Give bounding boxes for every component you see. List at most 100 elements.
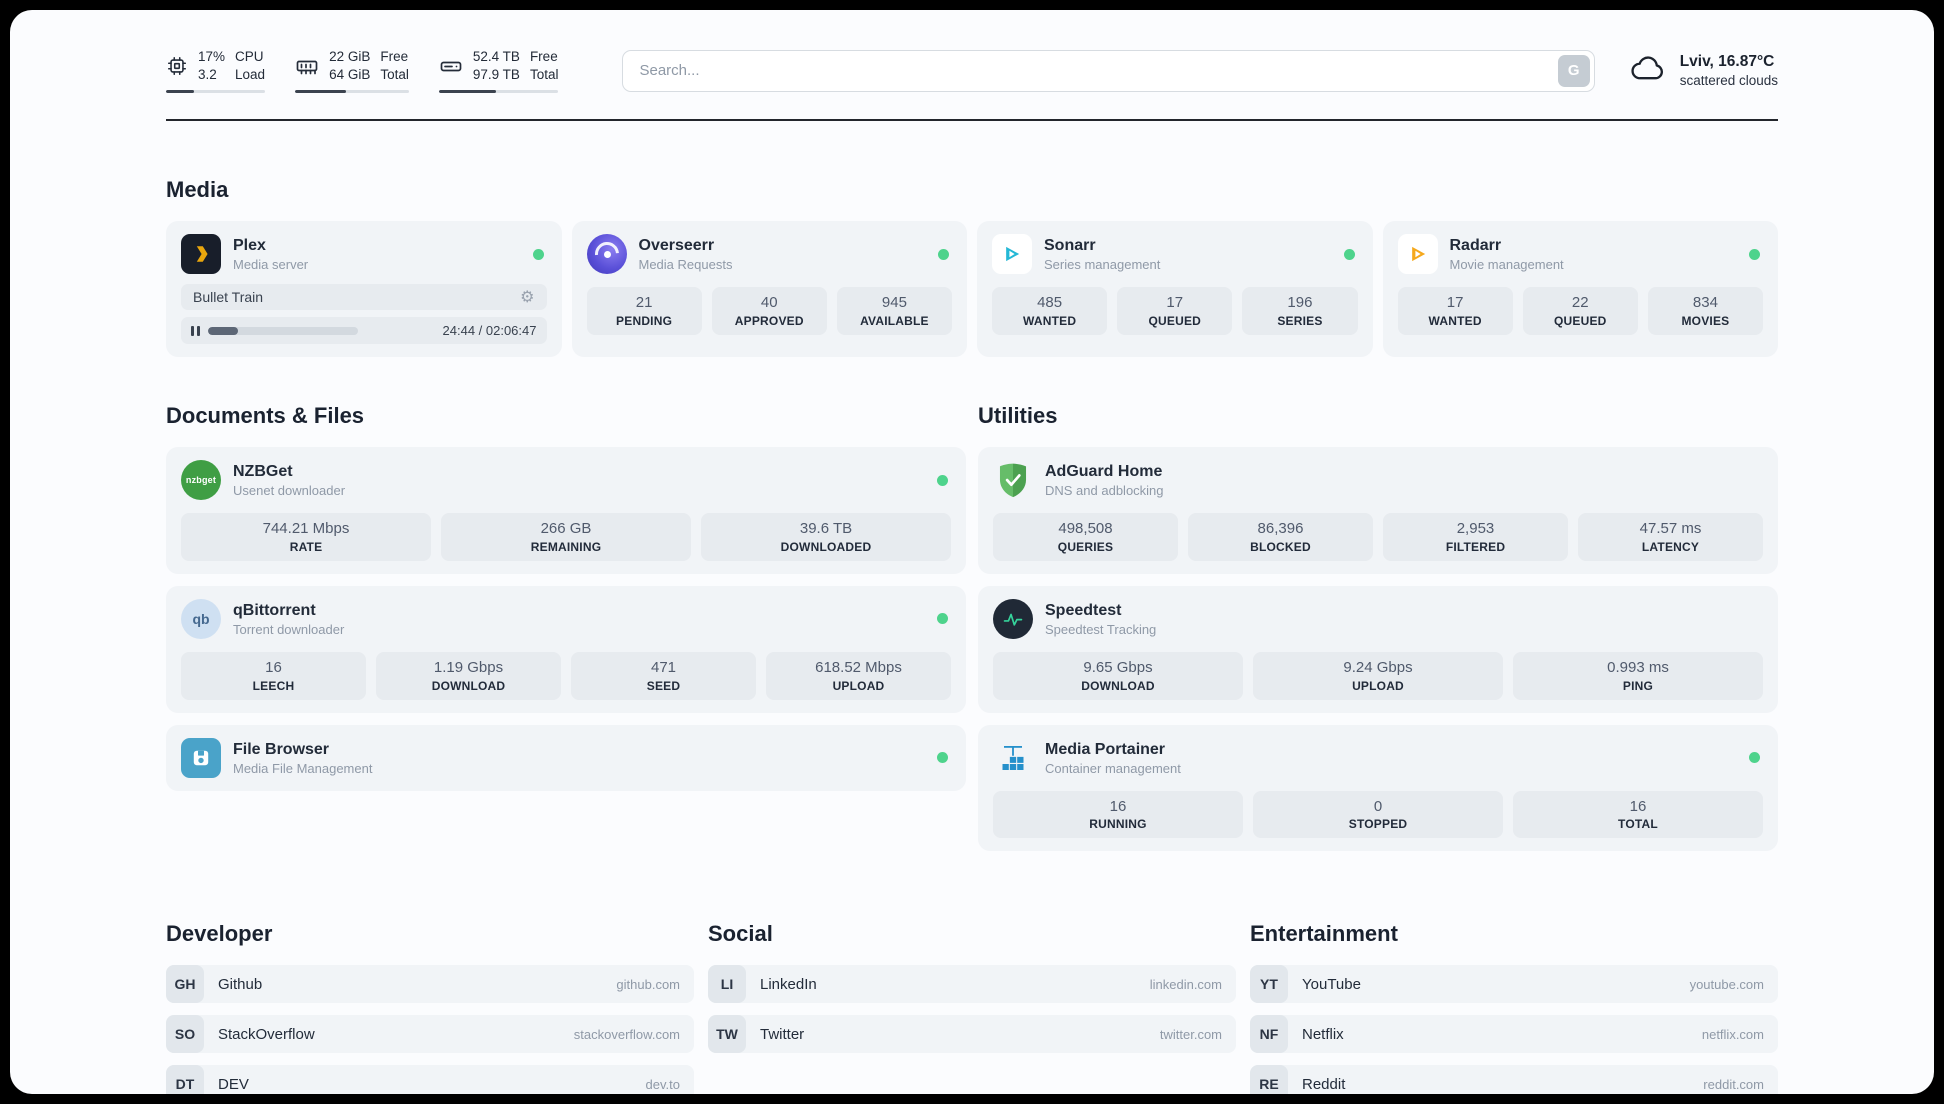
search-engine-button[interactable]: G	[1557, 54, 1590, 87]
search-container: G	[622, 49, 1595, 92]
stat-label: REMAINING	[530, 539, 602, 554]
app-card-radarr[interactable]: Radarr Movie management 17 WANTED 22 QUE…	[1382, 221, 1778, 358]
disk-progress-fill	[438, 90, 497, 94]
youtube-icon: YT	[1250, 965, 1288, 1004]
stat-value: 16	[265, 658, 282, 676]
link-row-github[interactable]: GH Github github.com	[166, 965, 694, 1004]
stat-label: MOVIES	[1681, 313, 1730, 328]
app-card-sonarr[interactable]: Sonarr Series management 485 WANTED 17 Q…	[977, 221, 1373, 358]
stat-box: 485 WANTED	[992, 287, 1108, 335]
playback-progress-bar[interactable]	[207, 326, 358, 335]
cpu-progress-fill	[166, 90, 194, 94]
stat-value: 196	[1287, 294, 1313, 312]
link-name: Twitter	[760, 1025, 805, 1043]
stat-box: 47.57 ms LATENCY	[1578, 513, 1763, 561]
stat-label: RUNNING	[1089, 817, 1147, 832]
disk-total: 97.9 TB	[472, 66, 520, 82]
search-input[interactable]	[622, 49, 1595, 92]
app-subtitle: DNS and adblocking	[1045, 483, 1164, 499]
stat-box: 471 SEED	[571, 651, 756, 700]
app-card-speedtest[interactable]: Speedtest Speedtest Tracking 9.65 Gbps D…	[978, 585, 1778, 713]
stat-value: 0	[1373, 797, 1383, 815]
app-name: Overseerr	[638, 237, 715, 254]
media-section-title: Media	[166, 177, 229, 203]
app-card-plex[interactable]: Plex Media server Bullet Train ⚙ 24:44 /…	[166, 221, 562, 358]
ram-label-top: Free	[380, 49, 409, 64]
link-row-youtube[interactable]: YT YouTube youtube.com	[1250, 965, 1778, 1004]
app-card-nzbget[interactable]: nzbget NZBGet Usenet downloader 744.21 M…	[166, 447, 966, 574]
stat-box: 0.993 ms PING	[1513, 651, 1763, 700]
now-playing-title: Bullet Train	[193, 289, 264, 306]
status-dot	[937, 752, 948, 764]
stat-box: 16 LEECH	[181, 651, 366, 700]
utilities-section: Utilities AdGuard Home DNS and adblockin…	[978, 403, 1778, 852]
link-name: Netflix	[1302, 1025, 1344, 1043]
status-dot	[1343, 248, 1355, 260]
status-dot	[1749, 752, 1760, 764]
cpu-progress-bar	[166, 90, 266, 94]
link-name: Github	[218, 975, 263, 993]
stat-label: LATENCY	[1641, 539, 1700, 554]
link-row-twitter[interactable]: TW Twitter twitter.com	[708, 1015, 1236, 1054]
link-domain: github.com	[616, 976, 680, 992]
sonarr-icon	[992, 234, 1032, 275]
ram-progress-fill	[295, 90, 347, 94]
stat-label: AVAILABLE	[860, 313, 929, 328]
app-name: Sonarr	[1044, 237, 1096, 254]
media-grid: Plex Media server Bullet Train ⚙ 24:44 /…	[166, 221, 1778, 358]
status-dot	[937, 474, 948, 486]
link-row-netflix[interactable]: NF Netflix netflix.com	[1250, 1015, 1778, 1054]
playback-time: 24:44 / 02:06:47	[442, 323, 537, 339]
app-subtitle: Media server	[233, 257, 309, 273]
app-card-overseerr[interactable]: Overseerr Media Requests 21 PENDING 40 A…	[571, 221, 967, 358]
linkedin-icon: LI	[708, 965, 746, 1004]
app-card-qbittorrent[interactable]: qb qBittorrent Torrent downloader 16 LEE…	[166, 585, 966, 713]
stat-label: UPLOAD	[832, 678, 885, 693]
stat-value: 618.52 Mbps	[815, 658, 902, 676]
gear-icon[interactable]: ⚙	[520, 287, 535, 307]
stat-value: 945	[881, 294, 907, 312]
link-row-stackoverflow[interactable]: SO StackOverflow stackoverflow.com	[166, 1015, 694, 1054]
cpu-label-bottom: Load	[235, 66, 266, 82]
ram-icon	[295, 54, 319, 78]
status-dot	[937, 613, 948, 625]
pause-icon[interactable]	[191, 325, 200, 336]
dev-icon: DT	[166, 1065, 204, 1094]
stat-value: 47.57 ms	[1639, 520, 1702, 538]
stat-box: 945 AVAILABLE	[836, 287, 953, 335]
stat-label: SERIES	[1277, 313, 1323, 328]
stat-label: RATE	[289, 539, 323, 554]
link-name: YouTube	[1302, 975, 1361, 993]
app-name: Media Portainer	[1045, 740, 1166, 758]
link-name: StackOverflow	[218, 1025, 315, 1043]
stat-box: 86,396 BLOCKED	[1188, 513, 1373, 561]
stat-box: 834 MOVIES	[1647, 287, 1764, 335]
link-domain: youtube.com	[1689, 976, 1764, 992]
app-card-filebrowser[interactable]: File Browser Media File Management	[166, 724, 966, 791]
stat-label: QUEUED	[1148, 313, 1202, 328]
stat-box: 39.6 TB DOWNLOADED	[701, 513, 951, 561]
stat-value: 17	[1446, 294, 1464, 312]
app-name: Speedtest	[1045, 601, 1122, 619]
weather-location: Lviv, 16.87°C	[1679, 52, 1775, 70]
stat-box: 9.65 Gbps DOWNLOAD	[993, 651, 1243, 700]
app-name: NZBGet	[233, 463, 293, 480]
stat-value: 1.19 Gbps	[433, 658, 504, 676]
stat-value: 0.993 ms	[1607, 658, 1669, 676]
stat-box: 40 APPROVED	[711, 287, 827, 335]
stat-box: 2,953 FILTERED	[1383, 513, 1568, 561]
media-section: Media Plex Media server	[166, 177, 1778, 358]
app-subtitle: Torrent downloader	[233, 621, 345, 637]
app-name: qBittorrent	[233, 601, 316, 619]
link-row-dev[interactable]: DT DEV dev.to	[166, 1065, 694, 1094]
link-domain: netflix.com	[1701, 1026, 1764, 1042]
link-domain: twitter.com	[1159, 1026, 1222, 1042]
app-card-portainer[interactable]: Media Portainer Container management 16 …	[978, 724, 1778, 852]
app-card-adguard[interactable]: AdGuard Home DNS and adblocking 498,508 …	[978, 447, 1778, 574]
link-row-linkedin[interactable]: LI LinkedIn linkedin.com	[708, 965, 1236, 1004]
stat-box: 744.21 Mbps RATE	[181, 513, 431, 561]
app-subtitle: Usenet downloader	[233, 483, 346, 499]
app-name: Plex	[233, 237, 266, 254]
link-row-reddit[interactable]: RE Reddit reddit.com	[1250, 1065, 1778, 1094]
stat-value: 39.6 TB	[799, 520, 853, 538]
